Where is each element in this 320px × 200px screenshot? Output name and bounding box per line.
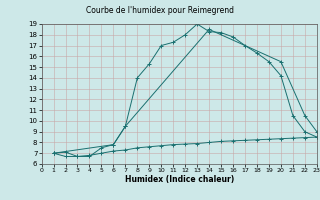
X-axis label: Humidex (Indice chaleur): Humidex (Indice chaleur) xyxy=(124,175,234,184)
Text: Courbe de l'humidex pour Reimegrend: Courbe de l'humidex pour Reimegrend xyxy=(86,6,234,15)
